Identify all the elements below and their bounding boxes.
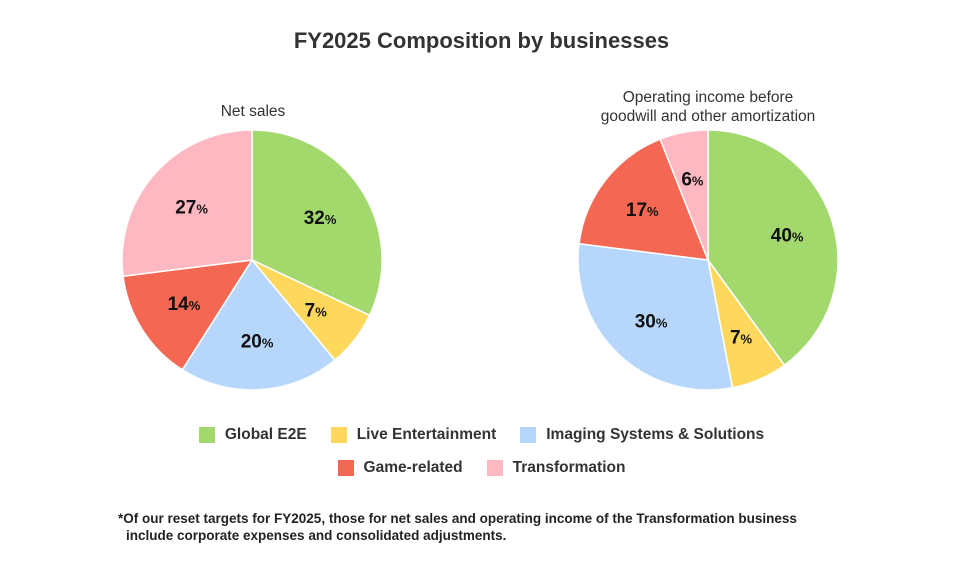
footnote: *Of our reset targets for FY2025, those …	[118, 510, 918, 544]
operating-income-title-line1: Operating income before	[622, 89, 794, 106]
net-sales-label-transformation: 27%	[175, 198, 208, 219]
legend-item-transformation: Transformation	[486, 459, 626, 477]
legend-item-live-entertainment: Live Entertainment	[330, 426, 497, 444]
operating-income-label-transformation: 6%	[681, 169, 704, 190]
legend-label-global-e2e: Global E2E	[224, 426, 307, 443]
net-sales-title-text: Net sales	[220, 103, 286, 120]
net-sales-slice-global-e2e	[251, 129, 383, 317]
net-sales-slice-imaging-systems-and-solutions	[181, 258, 336, 391]
net-sales-label-game-related: 14%	[168, 294, 201, 315]
operating-income-label-game-related: 17%	[626, 200, 659, 221]
operating-income-slice-game-related	[578, 138, 710, 261]
footnote-line-1: *Of our reset targets for FY2025, those …	[118, 511, 797, 526]
operating-income-label-global-e2e: 40%	[771, 225, 804, 246]
net-sales-label-live-entertainment: 7%	[305, 300, 328, 321]
operating-income-title-line2: goodwill and other amortization	[600, 108, 816, 125]
net-sales-label-global-e2e: 32%	[304, 208, 337, 229]
legend: Global E2E Live Entertainment Imaging Syst…	[0, 424, 963, 479]
net-sales-pie: 32% 7% 20% 14% 27%	[121, 129, 383, 391]
net-sales-slice-transformation	[121, 129, 253, 278]
operating-income-slice-transformation	[659, 129, 709, 261]
legend-swatch-game-related	[337, 460, 354, 476]
operating-income-slice-imaging-systems-and-solutions	[577, 242, 734, 391]
legend-row-2: Game-related Transformation	[0, 457, 963, 479]
footnote-line-2: include corporate expenses and consolida…	[126, 528, 507, 543]
chart-title: FY2025 Composition by businesses	[293, 28, 670, 53]
operating-income-label-imaging-systems-and-solutions: 30%	[635, 312, 668, 333]
legend-label-imaging-systems-and-solutions: Imaging Systems & Solutions	[546, 426, 765, 443]
legend-item-imaging-systems-and-solutions: Imaging Systems & Solutions	[520, 426, 764, 444]
legend-row-1: Global E2E Live Entertainment Imaging Syst…	[0, 424, 963, 446]
net-sales-pie-title: Net sales	[153, 102, 353, 121]
legend-swatch-live-entertainment	[330, 427, 347, 443]
operating-income-label-live-entertainment: 7%	[730, 327, 753, 348]
legend-label-live-entertainment: Live Entertainment	[356, 426, 497, 443]
legend-swatch-global-e2e	[198, 427, 215, 443]
operating-income-slice-global-e2e	[707, 129, 839, 367]
legend-label-transformation: Transformation	[512, 459, 626, 476]
legend-swatch-transformation	[486, 460, 503, 476]
net-sales-label-imaging-systems-and-solutions: 20%	[241, 331, 274, 352]
operating-income-pie-title: Operating income before goodwill and oth…	[558, 88, 858, 126]
legend-item-global-e2e: Global E2E	[198, 426, 307, 444]
legend-label-game-related: Game-related	[363, 459, 463, 476]
legend-item-game-related: Game-related	[337, 459, 463, 477]
operating-income-pie: 40% 7% 30% 17% 6%	[577, 129, 839, 391]
legend-swatch-imaging-systems-and-solutions	[520, 427, 537, 443]
net-sales-slice-game-related	[122, 259, 254, 371]
